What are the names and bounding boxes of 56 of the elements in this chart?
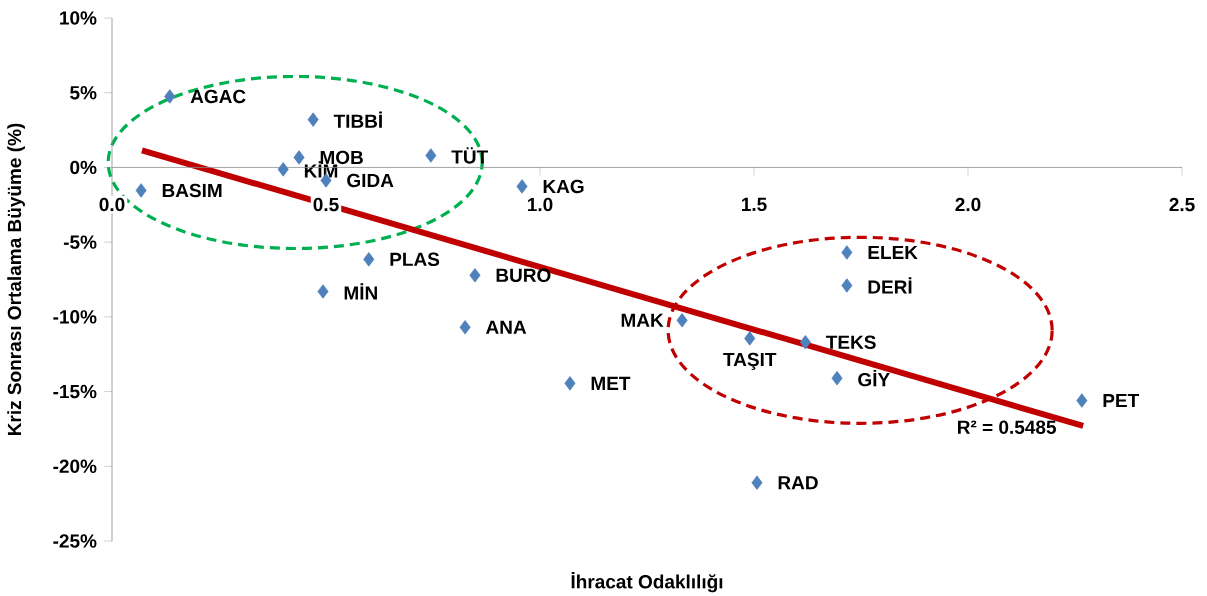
y-tick-label: 5% — [70, 86, 97, 100]
annotation: BASIM — [162, 183, 222, 198]
annotation: GIDA — [347, 173, 394, 188]
x-tick-label: 1.0 — [527, 197, 553, 212]
annotation: TÜT — [451, 147, 488, 164]
point — [744, 331, 756, 346]
point — [831, 370, 843, 386]
point — [751, 475, 763, 490]
y-tick-label: 0% — [70, 160, 97, 175]
annotation: KAG — [543, 179, 584, 194]
point — [564, 376, 576, 391]
x-tick-label: 0.5 — [313, 197, 339, 212]
y-tick-label: -15% — [53, 384, 97, 399]
y-tick-label: 10% — [60, 11, 97, 25]
annotation: RAD — [778, 476, 818, 490]
x-tick-label: 0.0 — [99, 197, 125, 212]
annotation: MİN — [344, 283, 377, 300]
point — [841, 245, 853, 260]
x-tick-label: 2.0 — [955, 197, 981, 212]
point — [293, 150, 305, 165]
point — [841, 278, 853, 293]
point — [277, 162, 289, 177]
x-tick-label: 2.5 — [1169, 197, 1195, 212]
annotation: R² = 0.5485 — [958, 420, 1056, 434]
annotation: ANA — [485, 320, 527, 334]
point — [307, 112, 319, 127]
annotation: DERİ — [868, 277, 912, 294]
point — [164, 89, 176, 104]
annotation: MAK — [621, 313, 664, 327]
x-axis-title: İhracat Odaklılığı — [571, 572, 723, 593]
point — [459, 320, 471, 335]
y-tick-label: -25% — [53, 534, 97, 548]
annotation: MET — [591, 376, 631, 390]
annotation: PLAS — [390, 252, 440, 267]
point — [135, 183, 147, 198]
point — [1076, 393, 1088, 408]
x-tick-label: 1.5 — [741, 197, 767, 212]
annotation: AGAC — [190, 89, 246, 104]
annotation: PET — [1103, 394, 1139, 408]
y-tick-label: -5% — [63, 235, 97, 249]
point — [676, 313, 688, 328]
annotation: ELEK — [868, 245, 918, 259]
annotation: TEKS — [825, 335, 876, 349]
point — [425, 148, 437, 163]
y-axis-title: Kriz Sonrası Ortalama Büyüme (%) — [7, 123, 25, 436]
point — [317, 284, 329, 299]
point — [516, 179, 528, 194]
annotation: BURO — [496, 268, 551, 283]
annotation: TIBBİ — [333, 111, 382, 128]
point — [363, 252, 375, 267]
y-tick-label: -10% — [53, 310, 97, 324]
y-tick-label: -20% — [53, 459, 97, 474]
annotation: TAŞIT — [723, 352, 777, 370]
point — [469, 268, 481, 283]
point — [799, 335, 811, 350]
annotation: GİY — [858, 369, 890, 387]
